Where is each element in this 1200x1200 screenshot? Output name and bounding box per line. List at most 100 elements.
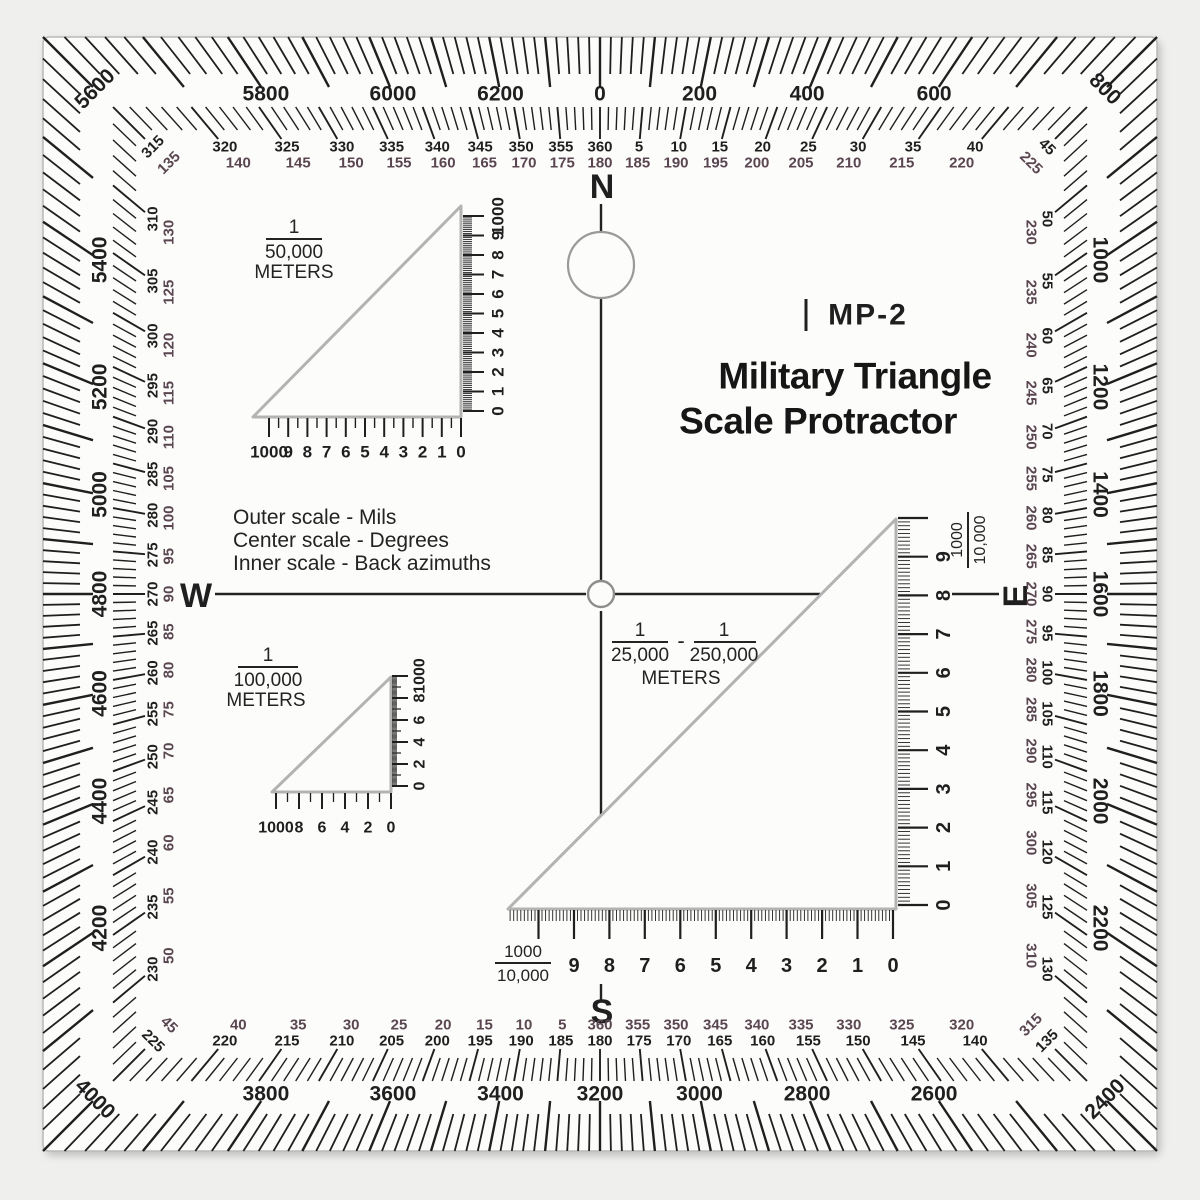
svg-text:110: 110	[1039, 745, 1056, 769]
svg-text:290: 290	[145, 419, 162, 444]
svg-text:310: 310	[145, 206, 162, 231]
svg-text:330: 330	[836, 1017, 861, 1034]
svg-text:210: 210	[836, 155, 861, 172]
fraction-100000-denominator: 100,000	[234, 670, 303, 691]
svg-text:2600: 2600	[911, 1083, 958, 1106]
svg-text:6: 6	[933, 667, 955, 678]
svg-text:50: 50	[161, 947, 178, 964]
svg-text:2: 2	[489, 367, 508, 376]
svg-text:105: 105	[1039, 701, 1056, 726]
svg-text:1200: 1200	[1089, 364, 1112, 411]
svg-text:210: 210	[329, 1033, 354, 1050]
svg-text:320: 320	[949, 1017, 974, 1034]
svg-text:55: 55	[1039, 273, 1056, 290]
svg-text:30: 30	[343, 1017, 360, 1034]
svg-text:6: 6	[489, 289, 508, 298]
svg-text:4400: 4400	[89, 778, 112, 825]
svg-text:335: 335	[379, 139, 404, 156]
svg-text:80: 80	[161, 662, 178, 679]
svg-text:1: 1	[852, 955, 863, 977]
svg-text:70: 70	[161, 743, 178, 760]
svg-text:205: 205	[788, 155, 813, 172]
svg-text:4200: 4200	[89, 905, 112, 952]
svg-text:10: 10	[516, 1017, 533, 1034]
svg-text:3: 3	[399, 443, 408, 462]
svg-text:6: 6	[675, 955, 686, 977]
svg-text:205: 205	[379, 1033, 404, 1050]
svg-text:8: 8	[489, 250, 508, 259]
svg-text:240: 240	[1023, 333, 1040, 358]
corner-fraction-side-numerator: 1000	[949, 522, 966, 558]
svg-text:125: 125	[1039, 894, 1056, 919]
svg-text:230: 230	[1023, 220, 1040, 245]
svg-text:90: 90	[1039, 586, 1056, 603]
svg-text:175: 175	[627, 1033, 652, 1050]
fraction-50000-denominator: 50,000	[265, 242, 323, 263]
corner-fraction-bottom-numerator: 1000	[504, 942, 542, 961]
svg-text:8: 8	[303, 443, 312, 462]
svg-text:20: 20	[435, 1017, 452, 1034]
svg-text:120: 120	[161, 333, 178, 358]
svg-text:6000: 6000	[370, 83, 417, 106]
svg-text:230: 230	[145, 957, 162, 982]
svg-text:155: 155	[796, 1033, 821, 1050]
svg-text:300: 300	[1023, 830, 1040, 855]
fraction-25000-250000: 1 25,000 - 1 250,000 METERS	[611, 620, 758, 689]
svg-text:200: 200	[744, 155, 769, 172]
center-hole	[586, 579, 616, 609]
svg-text:20: 20	[754, 139, 771, 156]
corner-fraction-side: 1000 10,000	[949, 512, 989, 568]
svg-text:355: 355	[625, 1017, 650, 1034]
svg-text:9: 9	[933, 551, 955, 562]
degree-tick-scale	[112, 106, 1088, 1082]
model-label: MP-2	[828, 299, 908, 332]
svg-text:60: 60	[161, 834, 178, 851]
corner-fraction-side-denominator: 10,000	[972, 515, 989, 564]
svg-text:305: 305	[1023, 883, 1040, 908]
svg-text:295: 295	[1023, 782, 1040, 807]
svg-text:335: 335	[788, 1017, 813, 1034]
svg-text:75: 75	[161, 701, 178, 718]
product-title-line1: Military Triangle	[718, 356, 991, 397]
svg-text:4: 4	[341, 820, 350, 837]
svg-text:145: 145	[900, 1033, 925, 1050]
svg-text:165: 165	[707, 1033, 732, 1050]
svg-text:190: 190	[663, 155, 688, 172]
svg-text:345: 345	[703, 1017, 728, 1034]
fraction-100000: 1 100,000 METERS	[226, 645, 305, 711]
svg-text:25: 25	[800, 139, 817, 156]
svg-text:115: 115	[1039, 790, 1056, 814]
fraction-50000: 1 50,000 METERS	[254, 217, 333, 283]
svg-text:6: 6	[341, 443, 350, 462]
compass-south-label: S	[591, 993, 614, 1031]
svg-text:285: 285	[145, 462, 162, 487]
svg-text:1800: 1800	[1089, 670, 1112, 717]
svg-text:80: 80	[1039, 507, 1056, 524]
svg-text:4: 4	[933, 744, 955, 756]
svg-text:265: 265	[145, 621, 162, 646]
svg-text:360: 360	[587, 1017, 612, 1034]
svg-text:3400: 3400	[477, 1083, 524, 1106]
svg-text:4600: 4600	[89, 670, 112, 717]
svg-text:4: 4	[412, 737, 429, 746]
svg-text:110: 110	[161, 425, 178, 449]
svg-text:25: 25	[391, 1017, 408, 1034]
fraction-dash: -	[677, 628, 684, 653]
svg-text:160: 160	[750, 1033, 775, 1050]
svg-text:125: 125	[161, 280, 178, 305]
triangle-outlines	[251, 204, 898, 911]
svg-text:360: 360	[587, 139, 612, 156]
svg-text:5: 5	[710, 955, 721, 977]
svg-text:35: 35	[290, 1017, 307, 1034]
svg-text:275: 275	[1023, 619, 1040, 644]
corner-fraction-bottom-denominator: 10,000	[497, 966, 549, 985]
legend-line-3: Inner scale - Back azimuths	[233, 552, 491, 575]
svg-text:1: 1	[933, 861, 955, 872]
svg-text:2: 2	[412, 759, 429, 768]
svg-text:130: 130	[161, 220, 178, 245]
svg-text:9: 9	[489, 231, 508, 240]
svg-text:215: 215	[274, 1033, 299, 1050]
legend-line-2: Center scale - Degrees	[233, 529, 449, 552]
triangle-25000-250000-ruler: 9 8 7 6 5 4 3 2 1 0 0 1 2 3 4 5 6 7 8 9	[509, 516, 955, 977]
